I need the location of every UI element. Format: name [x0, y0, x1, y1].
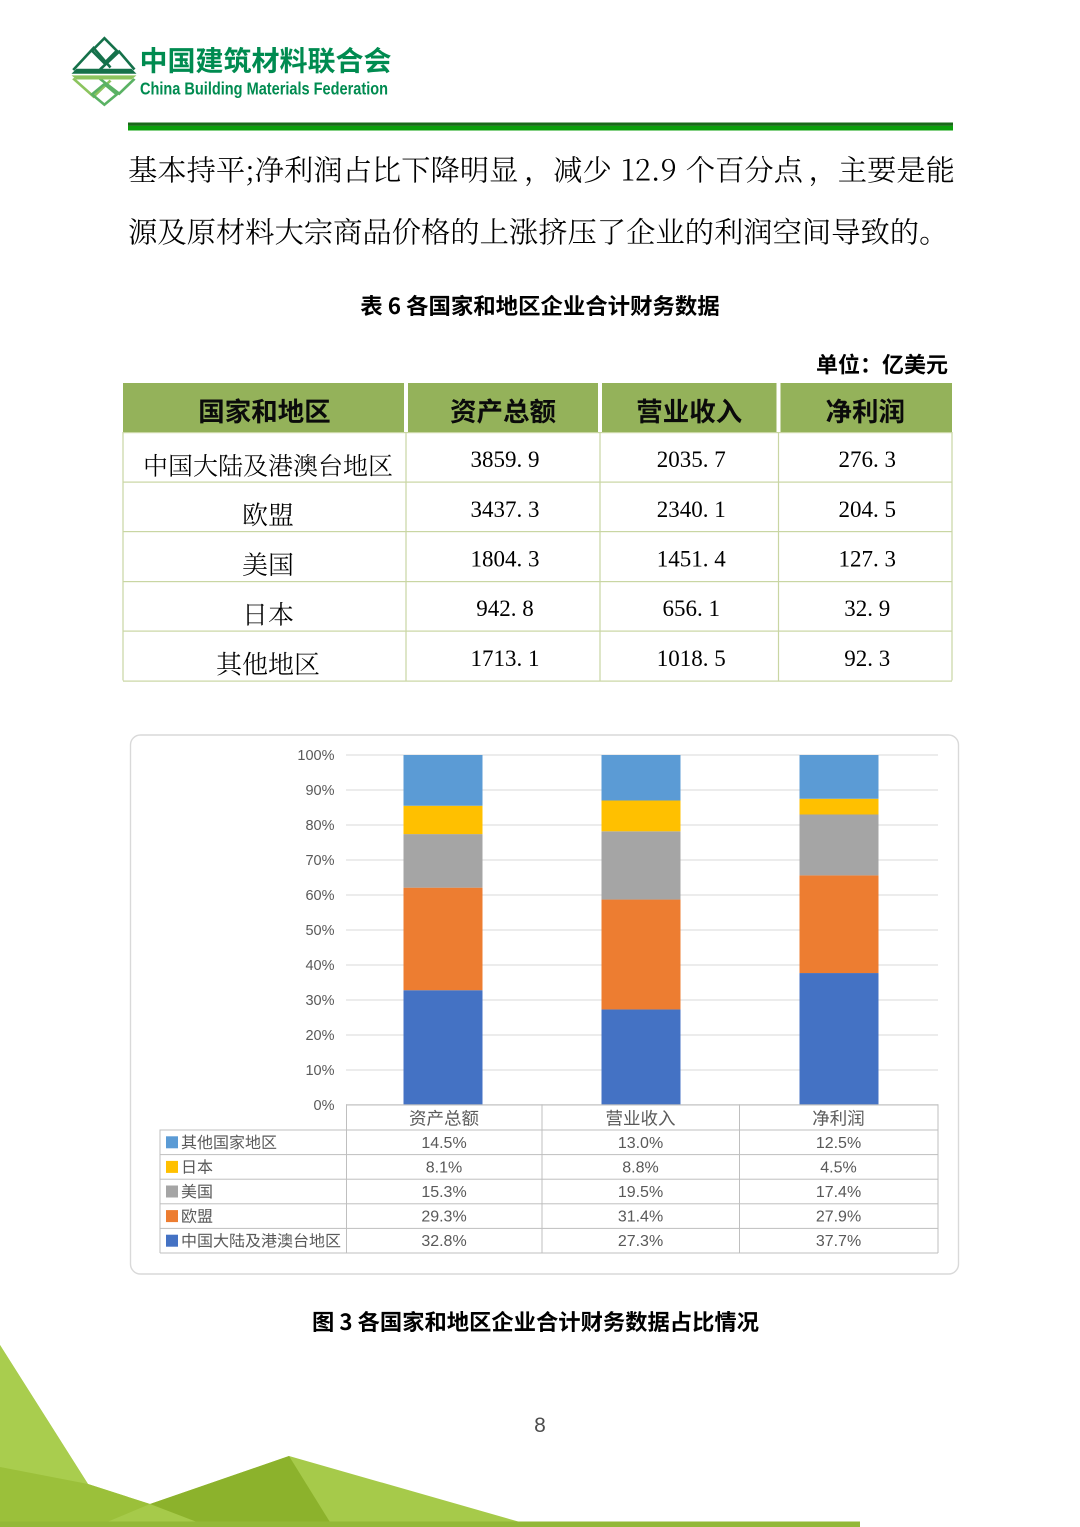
svg-text:204. 5: 204. 5: [838, 497, 896, 522]
svg-text:90%: 90%: [305, 783, 334, 799]
svg-text:27.9%: 27.9%: [816, 1209, 861, 1226]
svg-text:4.5%: 4.5%: [820, 1159, 856, 1176]
svg-text:2035. 7: 2035. 7: [657, 447, 726, 472]
svg-text:942. 8: 942. 8: [476, 596, 534, 621]
svg-text:3437. 3: 3437. 3: [471, 497, 540, 522]
svg-text:37.7%: 37.7%: [816, 1233, 861, 1250]
svg-text:276. 3: 276. 3: [838, 447, 896, 472]
svg-text:8.8%: 8.8%: [622, 1159, 658, 1176]
svg-text:70%: 70%: [305, 853, 334, 869]
svg-text:100%: 100%: [297, 748, 334, 764]
svg-text:92. 3: 92. 3: [844, 646, 890, 671]
svg-text:32.8%: 32.8%: [421, 1233, 466, 1250]
svg-text:3859. 9: 3859. 9: [471, 447, 540, 472]
svg-text:8: 8: [534, 1414, 546, 1437]
svg-text:12.5%: 12.5%: [816, 1135, 861, 1152]
svg-text:8.1%: 8.1%: [426, 1159, 462, 1176]
svg-text:1804. 3: 1804. 3: [471, 547, 540, 572]
svg-text:15.3%: 15.3%: [421, 1184, 466, 1201]
svg-text:127. 3: 127. 3: [838, 547, 896, 572]
svg-text:80%: 80%: [305, 818, 334, 834]
svg-text:656. 1: 656. 1: [662, 596, 720, 621]
svg-text:1451. 4: 1451. 4: [657, 547, 727, 572]
svg-text:0%: 0%: [314, 1098, 335, 1114]
svg-text:31.4%: 31.4%: [618, 1209, 663, 1226]
svg-text:14.5%: 14.5%: [421, 1135, 466, 1152]
svg-text:27.3%: 27.3%: [618, 1233, 663, 1250]
svg-text:32. 9: 32. 9: [844, 596, 890, 621]
svg-text:10%: 10%: [305, 1063, 334, 1079]
svg-text:1713. 1: 1713. 1: [471, 646, 540, 671]
svg-text:13.0%: 13.0%: [618, 1135, 663, 1152]
svg-text:50%: 50%: [305, 923, 334, 939]
svg-text:17.4%: 17.4%: [816, 1184, 861, 1201]
svg-text:1018. 5: 1018. 5: [657, 646, 726, 671]
svg-text:China Building Materials Feder: China Building Materials Federation: [140, 79, 388, 99]
svg-text:29.3%: 29.3%: [421, 1209, 466, 1226]
svg-text:30%: 30%: [305, 993, 334, 1009]
svg-text:40%: 40%: [305, 958, 334, 974]
svg-text:2340. 1: 2340. 1: [657, 497, 726, 522]
svg-text:20%: 20%: [305, 1028, 334, 1044]
svg-text:19.5%: 19.5%: [618, 1184, 663, 1201]
svg-text:60%: 60%: [305, 888, 334, 904]
